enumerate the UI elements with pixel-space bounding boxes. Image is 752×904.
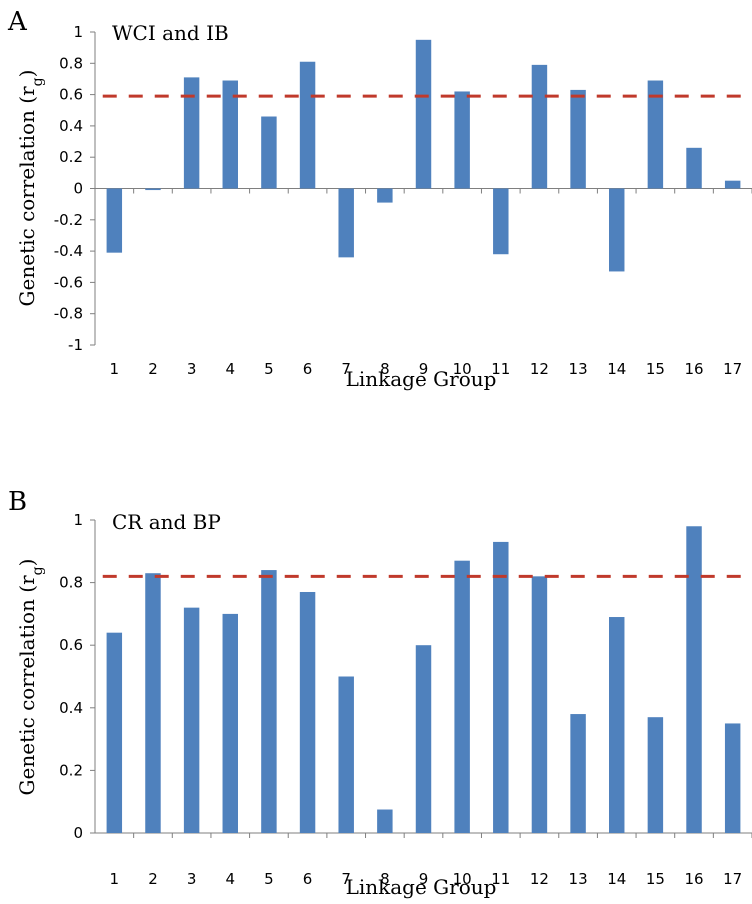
- panel-b-y-axis-title: Genetic correlation (rg): [15, 559, 46, 796]
- panel-a-bar-15: [647, 80, 664, 189]
- panel-a-bar-14: [609, 188, 625, 272]
- panel-a-x-tick-label: 4: [225, 360, 235, 378]
- panel-a-bar-9: [415, 39, 432, 189]
- panel-b-bar-8: [377, 809, 393, 833]
- panel-a-plot-area: 10.80.60.40.20-0.2-0.4-0.6-0.8-11 2 3 4 5 6 7 8…: [54, 23, 752, 378]
- panel-a-y-tick-label: 0.4: [59, 117, 83, 135]
- panel-b-x-tick-label: 1: [110, 870, 120, 888]
- panel-a-bar-12: [531, 64, 548, 189]
- panel-a-y-tick-label: 0.6: [59, 86, 83, 104]
- panel-a-bar-13: [570, 89, 586, 189]
- panel-b-bar-14: [609, 617, 625, 833]
- panel-b-title: CR and BP: [112, 510, 221, 534]
- panel-a-x-tick-label: 2: [148, 360, 158, 378]
- panel-b-x-tick-label: 11: [491, 870, 510, 888]
- panel-a-x-tick-label: 11: [491, 360, 510, 378]
- panel-b-bar-9: [415, 645, 432, 833]
- panel-a-y-tick-label: 1: [73, 23, 83, 41]
- panel-b-letter: B: [8, 487, 27, 517]
- panel-a-x-tick-label: 16: [684, 360, 703, 378]
- panel-a-y-tick-label: -0.8: [54, 305, 83, 323]
- panel-b: B CR and BP Genetic correlation (rg) Lin…: [8, 487, 752, 899]
- panel-b-x-tick-label: 2: [148, 870, 158, 888]
- panel-a-bar-11: [493, 188, 509, 255]
- panel-b-x-tick-label: 16: [684, 870, 703, 888]
- panel-b-bar-3: [183, 607, 200, 833]
- panel-b-x-tick-label: 10: [453, 870, 472, 888]
- panel-a-title: WCI and IB: [112, 21, 229, 45]
- panel-b-bar-1: [106, 632, 123, 833]
- panel-b-x-tick-label: 14: [607, 870, 626, 888]
- panel-a-bar-1: [106, 188, 123, 253]
- panel-b-bar-16: [686, 526, 702, 833]
- panel-a-y-tick-label: -1: [68, 336, 83, 354]
- panel-b-y-tick-label: 0.2: [59, 761, 83, 779]
- panel-b-x-tick-label: 7: [341, 870, 351, 888]
- panel-a-bar-8: [377, 188, 393, 203]
- panel-a-x-tick-label: 6: [303, 360, 313, 378]
- panel-a-bar-3: [183, 77, 200, 189]
- panel-b-bar-12: [531, 576, 548, 833]
- panel-b-x-tick-label: 15: [646, 870, 665, 888]
- panel-a-bar-7: [338, 188, 354, 258]
- panel-b-x-tick-label: 9: [419, 870, 429, 888]
- panel-a: A WCI and IB Genetic correlation (rg) Li…: [7, 7, 752, 391]
- panel-a-y-tick-label: -0.4: [54, 242, 83, 260]
- panel-a-y-tick-label: 0: [73, 180, 83, 198]
- panel-b-y-tick-label: 1: [73, 511, 83, 529]
- panel-a-x-tick-label: 8: [380, 360, 390, 378]
- panel-b-plot-area: 10.80.60.40.201 2 3 4 5 6 7 8 9 10 11 12 13 14 15 16 17: [59, 511, 752, 888]
- panel-a-y-tick-label: 0.8: [59, 54, 83, 72]
- panel-b-bar-2: [145, 573, 161, 833]
- panel-a-y-axis-title: Genetic correlation (rg): [15, 70, 46, 307]
- panel-b-bar-4: [222, 613, 238, 833]
- panel-a-bar-2: [145, 188, 161, 191]
- panel-b-y-tick-label: 0: [73, 824, 83, 842]
- panel-b-x-tick-label: 4: [225, 870, 235, 888]
- panel-a-x-tick-label: 17: [723, 360, 742, 378]
- panel-a-x-tick-label: 12: [530, 360, 549, 378]
- panel-a-letter: A: [7, 7, 28, 37]
- panel-a-x-axis-title: Linkage Group: [346, 367, 497, 391]
- panel-a-y-tick-label: 0.2: [59, 148, 83, 166]
- panel-b-x-tick-label: 8: [380, 870, 390, 888]
- panel-b-bar-6: [299, 591, 316, 833]
- panel-a-bar-5: [261, 116, 277, 189]
- panel-a-bar-16: [686, 147, 702, 189]
- panel-b-bar-15: [647, 717, 664, 833]
- panel-a-x-tick-label: 3: [187, 360, 197, 378]
- panel-b-bar-10: [454, 560, 470, 833]
- panel-a-bar-10: [454, 91, 470, 189]
- panel-b-x-axis-title: Linkage Group: [346, 875, 497, 899]
- panel-b-x-tick-label: 12: [530, 870, 549, 888]
- panel-b-bar-7: [338, 676, 354, 833]
- panel-b-bar-5: [261, 570, 277, 833]
- panel-a-x-tick-label: 15: [646, 360, 665, 378]
- panel-a-x-tick-label: 1: [110, 360, 120, 378]
- panel-a-bar-4: [222, 80, 238, 189]
- panel-b-bar-11: [493, 541, 509, 833]
- panel-a-x-tick-label: 5: [264, 360, 274, 378]
- panel-a-y-tick-label: -0.6: [54, 273, 83, 291]
- panel-a-y-tick-label: -0.2: [54, 211, 83, 229]
- panel-b-x-tick-label: 17: [723, 870, 742, 888]
- panel-b-bar-13: [570, 714, 586, 833]
- panel-a-bar-6: [299, 61, 316, 189]
- panel-a-x-tick-label: 10: [453, 360, 472, 378]
- panel-a-x-tick-label: 9: [419, 360, 429, 378]
- panel-b-y-tick-label: 0.8: [59, 574, 83, 592]
- panel-b-x-tick-label: 6: [303, 870, 313, 888]
- panel-a-x-tick-label: 14: [607, 360, 626, 378]
- panel-b-bar-17: [724, 723, 741, 833]
- panel-a-bar-17: [724, 180, 741, 189]
- panel-b-y-tick-label: 0.6: [59, 636, 83, 654]
- panel-b-x-tick-label: 5: [264, 870, 274, 888]
- panel-a-x-tick-label: 7: [341, 360, 351, 378]
- panel-a-x-tick-label: 13: [569, 360, 588, 378]
- panel-b-y-tick-label: 0.4: [59, 699, 83, 717]
- panel-b-x-tick-label: 3: [187, 870, 197, 888]
- panel-b-x-tick-label: 13: [569, 870, 588, 888]
